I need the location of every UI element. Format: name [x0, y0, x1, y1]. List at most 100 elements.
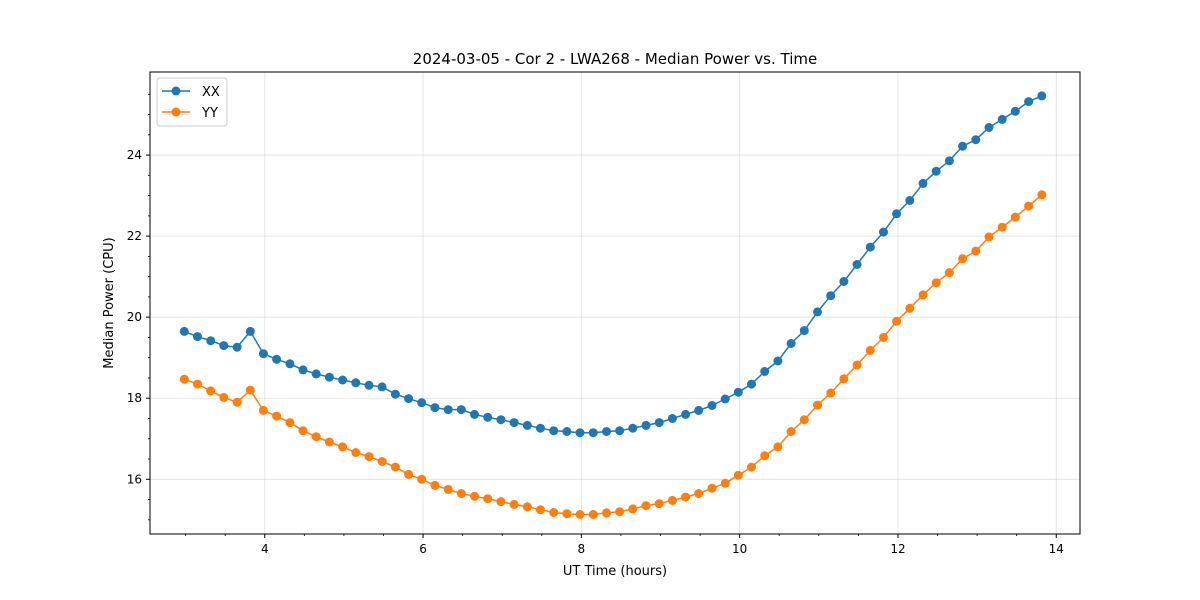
data-point-xx	[364, 380, 374, 390]
data-point-xx	[615, 426, 625, 436]
data-point-yy	[641, 501, 651, 511]
data-point-xx	[958, 141, 968, 151]
data-point-xx	[456, 405, 466, 415]
data-point-xx	[667, 414, 677, 423]
data-point-xx	[417, 398, 427, 408]
data-point-xx	[206, 336, 216, 346]
data-point-yy	[931, 278, 941, 288]
data-point-xx	[338, 375, 348, 385]
data-point-xx	[918, 178, 928, 188]
data-point-yy	[852, 360, 862, 370]
data-point-yy	[628, 504, 638, 514]
data-point-yy	[760, 451, 770, 461]
data-point-yy	[602, 508, 611, 518]
data-point-xx	[285, 359, 295, 369]
data-point-yy	[971, 246, 981, 256]
y-tick-label: 20	[127, 310, 142, 324]
data-point-yy	[245, 385, 255, 395]
data-point-xx	[377, 382, 387, 392]
data-point-xx	[720, 394, 730, 404]
series-line-xx	[184, 95, 1043, 434]
series-yy	[179, 190, 1047, 519]
data-point-yy	[958, 254, 968, 264]
data-point-xx	[641, 420, 651, 430]
x-tick-label: 14	[1049, 542, 1064, 556]
data-point-yy	[1024, 201, 1034, 211]
data-point-yy	[179, 374, 189, 384]
data-point-xx	[773, 356, 783, 366]
data-point-yy	[483, 494, 493, 504]
data-point-yy	[496, 497, 506, 507]
x-tick-label: 12	[890, 542, 905, 556]
data-point-xx	[245, 326, 255, 336]
data-point-xx	[404, 394, 414, 404]
data-point-yy	[588, 510, 598, 519]
data-point-xx	[179, 326, 189, 336]
data-point-yy	[892, 316, 902, 326]
chart-title: 2024-03-05 - Cor 2 - LWA268 - Median Pow…	[413, 50, 817, 68]
data-point-yy	[733, 470, 743, 480]
grid	[150, 72, 1080, 534]
data-point-xx	[496, 415, 506, 425]
x-axis-label: UT Time (hours)	[563, 564, 667, 579]
legend-marker-yy	[171, 107, 181, 117]
data-point-xx	[535, 423, 545, 433]
data-point-yy	[470, 491, 479, 501]
x-tick-label: 4	[261, 542, 269, 556]
data-point-xx	[390, 389, 400, 399]
data-point-yy	[681, 492, 691, 502]
data-point-yy	[997, 222, 1007, 232]
legend-label-yy: YY	[201, 106, 218, 121]
data-point-yy	[285, 418, 295, 428]
data-point-yy	[509, 499, 519, 509]
data-point-xx	[707, 401, 717, 410]
data-point-xx	[219, 341, 229, 351]
data-point-yy	[839, 374, 849, 384]
data-point-xx	[430, 403, 440, 413]
data-point-xx	[747, 379, 756, 389]
x-tick-label: 8	[578, 542, 586, 556]
data-point-yy	[799, 415, 809, 425]
series-layer	[179, 91, 1047, 519]
data-point-yy	[193, 379, 202, 389]
data-point-xx	[232, 342, 242, 352]
data-point-xx	[193, 332, 202, 342]
data-point-xx	[852, 260, 862, 269]
data-point-xx	[997, 114, 1007, 124]
data-point-yy	[773, 442, 783, 452]
data-point-yy	[377, 457, 387, 466]
data-point-yy	[984, 232, 994, 242]
data-point-yy	[826, 388, 836, 398]
data-point-yy	[404, 469, 414, 479]
data-point-yy	[1010, 212, 1020, 222]
data-point-yy	[786, 427, 796, 436]
data-point-yy	[905, 303, 915, 313]
data-point-yy	[338, 442, 348, 452]
data-point-yy	[575, 510, 585, 519]
data-point-yy	[1037, 190, 1047, 200]
legend-label-xx: XX	[202, 85, 220, 100]
data-point-yy	[272, 411, 282, 421]
data-point-xx	[311, 369, 321, 379]
data-point-yy	[549, 508, 559, 517]
data-point-yy	[562, 509, 572, 519]
data-point-xx	[549, 426, 559, 436]
data-point-yy	[522, 502, 532, 512]
data-point-xx	[944, 156, 954, 166]
data-point-xx	[1010, 106, 1020, 116]
data-point-xx	[258, 349, 268, 359]
data-point-yy	[944, 268, 954, 278]
data-point-xx	[470, 409, 479, 419]
data-point-yy	[430, 480, 440, 490]
data-point-xx	[298, 365, 308, 375]
data-point-xx	[324, 372, 334, 382]
data-point-yy	[747, 462, 756, 472]
y-axis-label: Median Power (CPU)	[102, 237, 117, 368]
data-point-xx	[799, 326, 809, 336]
data-point-xx	[984, 123, 994, 132]
data-point-yy	[298, 426, 308, 436]
y-tick-label: 18	[127, 391, 142, 405]
data-point-xx	[602, 427, 611, 436]
data-point-yy	[443, 484, 453, 494]
